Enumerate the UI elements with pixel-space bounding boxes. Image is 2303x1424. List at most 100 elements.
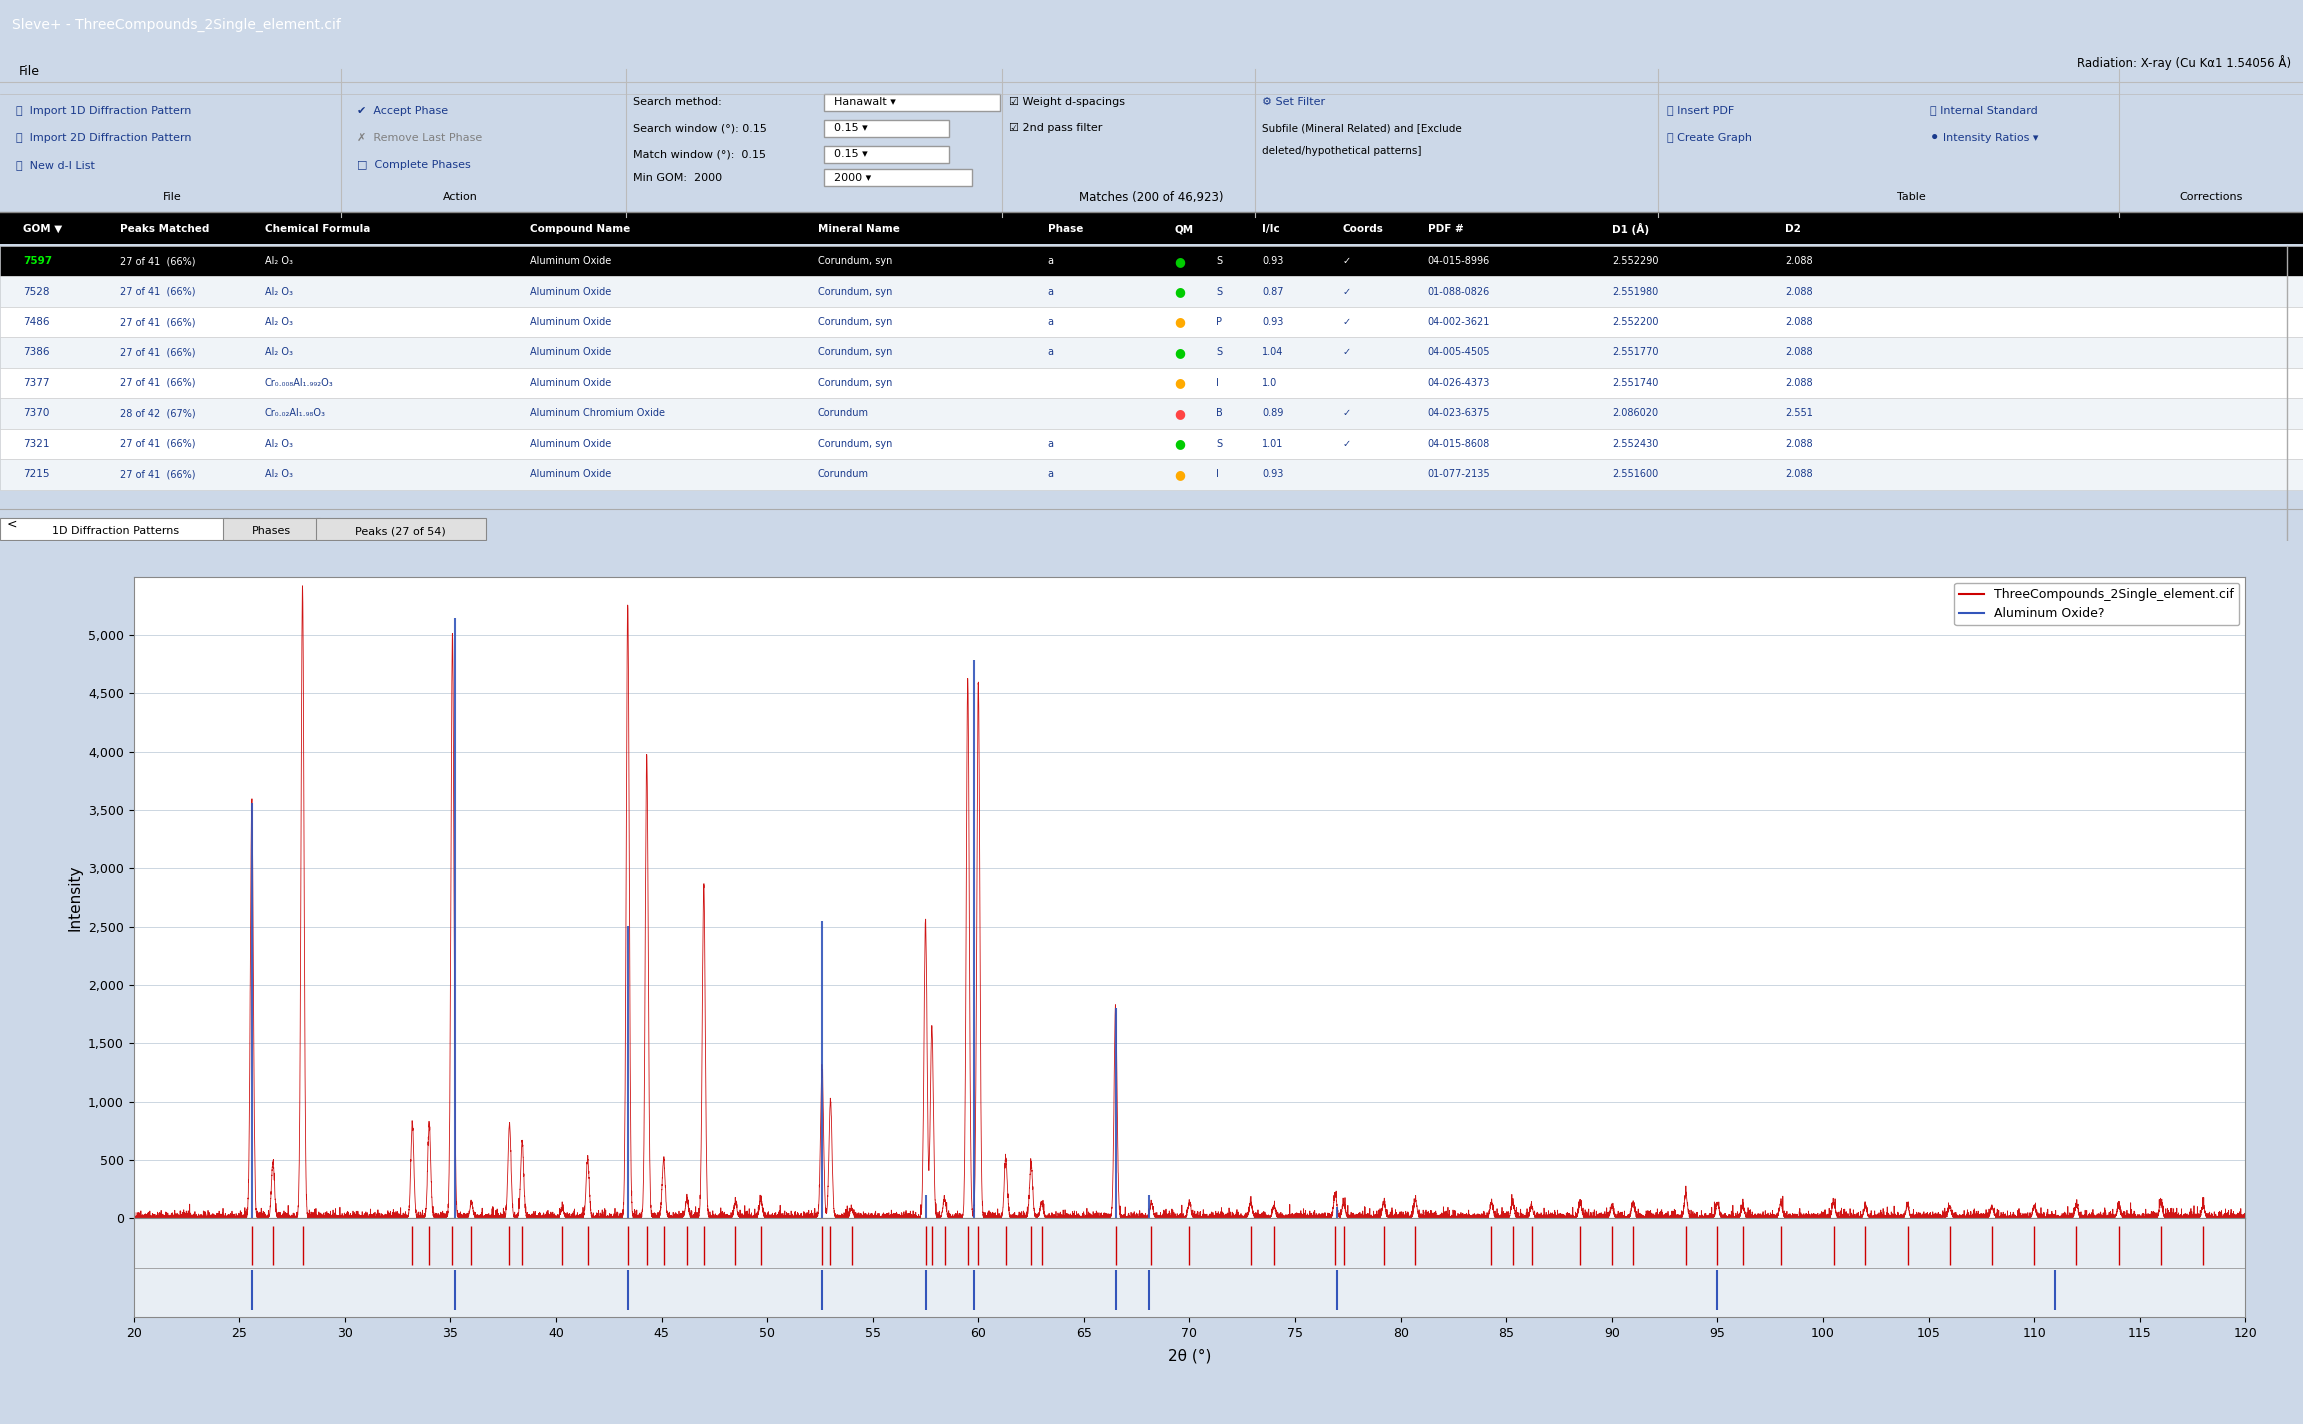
Text: Corundum: Corundum xyxy=(818,409,868,419)
Text: Match window (°):  0.15: Match window (°): 0.15 xyxy=(633,150,767,159)
Text: ⚙ Set Filter: ⚙ Set Filter xyxy=(1262,97,1324,107)
FancyBboxPatch shape xyxy=(0,518,228,540)
Text: Al₂ O₃: Al₂ O₃ xyxy=(265,256,292,266)
Text: Aluminum Chromium Oxide: Aluminum Chromium Oxide xyxy=(530,409,666,419)
Text: ●: ● xyxy=(1175,346,1186,359)
Text: 7321: 7321 xyxy=(23,439,51,449)
Text: B: B xyxy=(1216,409,1223,419)
Bar xyxy=(0,246,2303,276)
Text: 2.088: 2.088 xyxy=(1785,377,1812,387)
FancyBboxPatch shape xyxy=(824,147,949,162)
Text: S: S xyxy=(1216,256,1223,266)
Text: 04-005-4505: 04-005-4505 xyxy=(1428,347,1490,357)
Text: Sleve+ - ThreeCompounds_2Single_element.cif: Sleve+ - ThreeCompounds_2Single_element.… xyxy=(12,19,341,31)
Text: a: a xyxy=(1048,470,1055,480)
Text: 28 of 42  (67%): 28 of 42 (67%) xyxy=(120,409,196,419)
Text: 2.551980: 2.551980 xyxy=(1612,286,1658,296)
Text: Chemical Formula: Chemical Formula xyxy=(265,224,371,234)
Text: a: a xyxy=(1048,256,1055,266)
Text: ⚫ Intensity Ratios ▾: ⚫ Intensity Ratios ▾ xyxy=(1930,134,2038,144)
Text: Coords: Coords xyxy=(1343,224,1384,234)
Text: Radiation: X-ray (Cu Kα1 1.54056 Å): Radiation: X-ray (Cu Kα1 1.54056 Å) xyxy=(2077,54,2291,70)
Text: ✓: ✓ xyxy=(1343,347,1352,357)
FancyBboxPatch shape xyxy=(824,169,972,187)
Text: a: a xyxy=(1048,347,1055,357)
Bar xyxy=(0,459,2303,490)
Bar xyxy=(0,337,2303,367)
Text: 7215: 7215 xyxy=(23,470,51,480)
Text: Corrections: Corrections xyxy=(2179,192,2243,202)
Text: ✓: ✓ xyxy=(1343,318,1352,328)
Text: 📊 Create Graph: 📊 Create Graph xyxy=(1667,134,1753,144)
FancyBboxPatch shape xyxy=(824,94,1000,111)
Text: 27 of 41  (66%): 27 of 41 (66%) xyxy=(120,439,196,449)
Text: 7386: 7386 xyxy=(23,347,51,357)
Text: P: P xyxy=(1216,318,1223,328)
Text: Hanawalt ▾: Hanawalt ▾ xyxy=(834,97,896,107)
Text: 0.93: 0.93 xyxy=(1262,318,1283,328)
Text: Corundum: Corundum xyxy=(818,470,868,480)
Text: I/Ic: I/Ic xyxy=(1262,224,1280,234)
Text: Peaks (27 of 54): Peaks (27 of 54) xyxy=(355,527,447,537)
Text: PDF #: PDF # xyxy=(1428,224,1465,234)
Text: 2.551: 2.551 xyxy=(1785,409,1812,419)
Bar xyxy=(0,212,2303,244)
Text: ✓: ✓ xyxy=(1343,439,1352,449)
Text: ☑ Weight d-spacings: ☑ Weight d-spacings xyxy=(1009,97,1124,107)
Text: ✓: ✓ xyxy=(1343,286,1352,296)
Text: File: File xyxy=(164,192,182,202)
Text: Mineral Name: Mineral Name xyxy=(818,224,900,234)
Text: ⭐ Internal Standard: ⭐ Internal Standard xyxy=(1930,105,2038,115)
Text: ✔  Accept Phase: ✔ Accept Phase xyxy=(357,107,449,117)
Text: 🔖 Insert PDF: 🔖 Insert PDF xyxy=(1667,105,1734,115)
Text: 2.088: 2.088 xyxy=(1785,256,1812,266)
Text: <: < xyxy=(7,517,18,530)
Text: Peaks Matched: Peaks Matched xyxy=(120,224,210,234)
Text: ☑ 2nd pass filter: ☑ 2nd pass filter xyxy=(1009,124,1103,134)
Bar xyxy=(0,306,2303,337)
Text: Aluminum Oxide: Aluminum Oxide xyxy=(530,470,610,480)
FancyBboxPatch shape xyxy=(824,120,949,137)
Text: 04-015-8996: 04-015-8996 xyxy=(1428,256,1490,266)
Text: 27 of 41  (66%): 27 of 41 (66%) xyxy=(120,256,196,266)
Text: 0.89: 0.89 xyxy=(1262,409,1283,419)
Text: Table: Table xyxy=(1898,192,1925,202)
Text: 7528: 7528 xyxy=(23,286,51,296)
Text: 📂  Import 2D Diffraction Pattern: 📂 Import 2D Diffraction Pattern xyxy=(16,134,191,144)
Bar xyxy=(0,276,2303,306)
Text: Aluminum Oxide: Aluminum Oxide xyxy=(530,377,610,387)
Text: File: File xyxy=(18,66,39,78)
Text: ●: ● xyxy=(1175,437,1186,450)
Text: ●: ● xyxy=(1175,255,1186,268)
Text: Corundum, syn: Corundum, syn xyxy=(818,377,891,387)
Text: Subfile (Mineral Related) and [Exclude: Subfile (Mineral Related) and [Exclude xyxy=(1262,124,1462,134)
Text: 7597: 7597 xyxy=(23,256,53,266)
Text: 0.87: 0.87 xyxy=(1262,286,1283,296)
Text: D2: D2 xyxy=(1785,224,1801,234)
Text: 2.551600: 2.551600 xyxy=(1612,470,1658,480)
Text: 2.552290: 2.552290 xyxy=(1612,256,1658,266)
Text: 7377: 7377 xyxy=(23,377,51,387)
Text: 04-002-3621: 04-002-3621 xyxy=(1428,318,1490,328)
Text: 27 of 41  (66%): 27 of 41 (66%) xyxy=(120,347,196,357)
Text: Al₂ O₃: Al₂ O₃ xyxy=(265,439,292,449)
Text: ●: ● xyxy=(1175,316,1186,329)
Text: 2.086020: 2.086020 xyxy=(1612,409,1658,419)
Text: 27 of 41  (66%): 27 of 41 (66%) xyxy=(120,318,196,328)
Text: Aluminum Oxide: Aluminum Oxide xyxy=(530,256,610,266)
X-axis label: 2θ (°): 2θ (°) xyxy=(1168,1349,1211,1363)
Text: 7486: 7486 xyxy=(23,318,51,328)
Text: 27 of 41  (66%): 27 of 41 (66%) xyxy=(120,470,196,480)
Text: 2.088: 2.088 xyxy=(1785,318,1812,328)
Text: S: S xyxy=(1216,347,1223,357)
Text: 2.088: 2.088 xyxy=(1785,439,1812,449)
Text: a: a xyxy=(1048,286,1055,296)
Text: Al₂ O₃: Al₂ O₃ xyxy=(265,286,292,296)
Text: 2.552430: 2.552430 xyxy=(1612,439,1658,449)
Text: 7370: 7370 xyxy=(23,409,48,419)
Text: Action: Action xyxy=(442,192,479,202)
Text: Al₂ O₃: Al₂ O₃ xyxy=(265,347,292,357)
Legend: ThreeCompounds_2Single_element.cif, Aluminum Oxide?: ThreeCompounds_2Single_element.cif, Alum… xyxy=(1955,582,2239,625)
Text: 2.551740: 2.551740 xyxy=(1612,377,1658,387)
Text: Corundum, syn: Corundum, syn xyxy=(818,439,891,449)
